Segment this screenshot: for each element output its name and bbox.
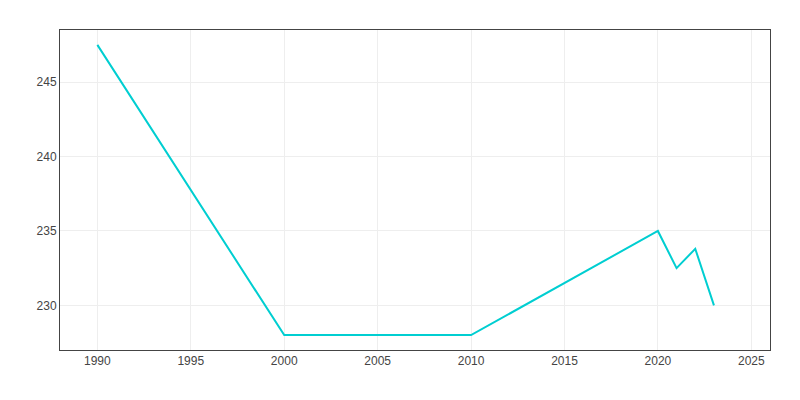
svg-text:240: 240 [37, 150, 57, 164]
svg-text:1990: 1990 [84, 354, 111, 368]
svg-text:2000: 2000 [271, 354, 298, 368]
svg-text:2010: 2010 [458, 354, 485, 368]
svg-text:235: 235 [37, 224, 57, 238]
svg-text:2015: 2015 [551, 354, 578, 368]
svg-text:2005: 2005 [364, 354, 391, 368]
svg-text:245: 245 [37, 75, 57, 89]
svg-text:230: 230 [37, 299, 57, 313]
svg-text:2025: 2025 [738, 354, 765, 368]
svg-text:2020: 2020 [645, 354, 672, 368]
svg-text:1995: 1995 [177, 354, 204, 368]
